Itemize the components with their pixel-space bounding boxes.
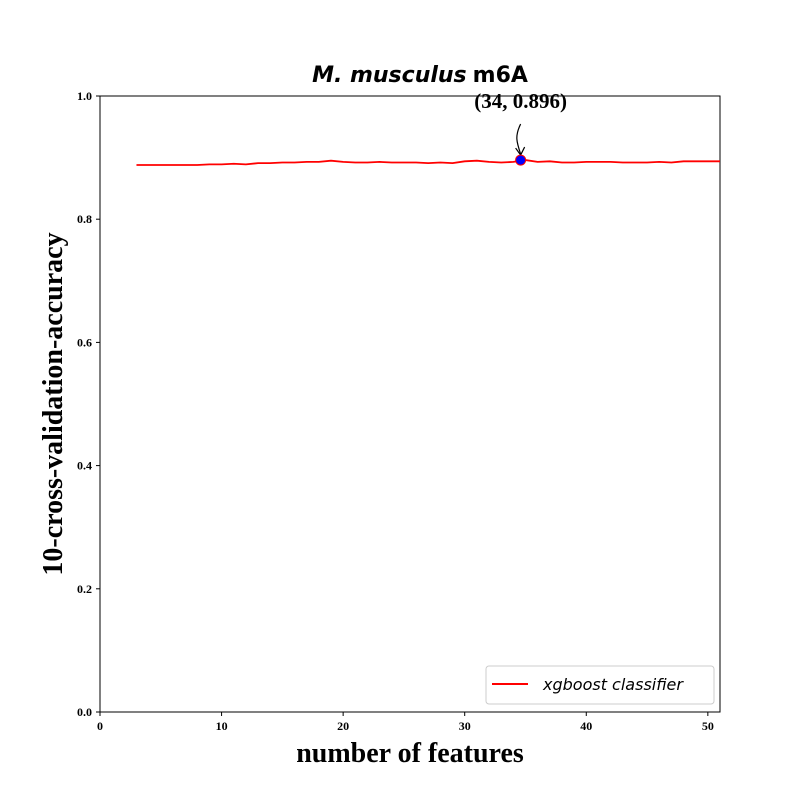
series-layer bbox=[136, 159, 720, 166]
legend-box bbox=[485, 665, 715, 705]
chart-title: M. musculus m6A bbox=[312, 63, 528, 88]
y-tick-label: 0.6 bbox=[77, 335, 92, 349]
annotation-arrow bbox=[516, 123, 522, 155]
chart-title-rest: m6A bbox=[473, 63, 528, 88]
y-tick-label: 0.0 bbox=[77, 705, 92, 719]
y-axis-label: 10-cross-validation-accuracy bbox=[38, 232, 69, 575]
legend-label-xgboost: xgboost classifier bbox=[542, 675, 684, 694]
y-tick-label: 0.2 bbox=[77, 582, 92, 596]
y-tick-label: 0.8 bbox=[77, 212, 92, 226]
annotation-label: (34, 0.896) bbox=[474, 89, 567, 113]
x-tick-label: 20 bbox=[337, 719, 349, 733]
y-tick-label: 0.4 bbox=[77, 459, 92, 473]
x-tick-label: 40 bbox=[580, 719, 592, 733]
y-tick-label: 1.0 bbox=[77, 89, 92, 103]
annotation-layer: (34, 0.896) bbox=[474, 89, 567, 166]
x-tick-label: 30 bbox=[459, 719, 471, 733]
x-axis-label: number of features bbox=[296, 738, 524, 769]
x-tick-label: 10 bbox=[216, 719, 228, 733]
x-axis-ticks: 0 10 20 30 40 50 bbox=[97, 712, 714, 733]
series-line-xgboost bbox=[136, 159, 720, 166]
x-tick-label: 50 bbox=[702, 719, 714, 733]
y-axis-ticks: 0.0 0.2 0.4 0.6 0.8 1.0 bbox=[77, 89, 100, 719]
best-point-marker bbox=[515, 154, 527, 166]
legend: xgboost classifier bbox=[485, 665, 715, 705]
plot-area bbox=[99, 95, 721, 713]
chart-title-italic: M. musculus bbox=[312, 63, 467, 88]
x-tick-label: 0 bbox=[97, 719, 103, 733]
